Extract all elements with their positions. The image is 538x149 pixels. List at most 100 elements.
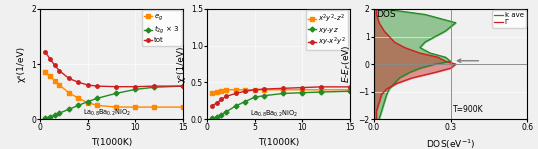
$x^2y^2$-$z^2$ [251,89,258,91]
k ave [432,63,438,65]
Γ [386,36,392,37]
$x^2y^2$-$z^2$ [318,89,324,91]
k ave [381,8,387,10]
Y-axis label: χˢ(1/eV): χˢ(1/eV) [17,46,26,82]
$e_g$ [42,72,48,73]
$e_g$ [94,105,101,106]
$e_g$ [47,75,53,77]
k ave [442,56,449,58]
k ave [376,118,382,120]
$xy$-$yz$ [261,95,267,97]
Y-axis label: $E$-$E_F$(eV): $E$-$E_F$(eV) [341,45,353,83]
$xy$-$yz$ [346,90,353,92]
$t_{2g}$ × 3 [151,86,158,88]
$e_g$ [113,106,119,108]
Legend: k ave, Γ: k ave, Γ [492,10,526,28]
Γ [373,14,380,15]
tot [180,85,186,87]
$xy$-$x^2y^2$ [280,87,286,89]
Γ [376,22,382,24]
Γ [409,77,415,79]
$xy$-$yz$ [209,118,215,119]
k ave [396,77,402,79]
$t_{2g}$ × 3 [56,112,62,114]
k ave [378,110,385,112]
$x^2y^2$-$z^2$ [280,89,286,91]
X-axis label: T(1000K): T(1000K) [91,138,132,147]
$t_{2g}$ × 3 [84,101,91,103]
$e_g$ [151,106,158,108]
$x^2y^2$-$z^2$ [261,89,267,91]
Line: $xy$-$yz$: $xy$-$yz$ [210,90,351,120]
tot [42,51,48,53]
$e_g$ [132,106,139,108]
Γ [373,8,380,10]
k ave [452,22,459,24]
Text: DOS: DOS [377,10,396,19]
Line: Γ: Γ [377,9,456,119]
$xy$-$yz$ [299,92,306,94]
tot [151,85,158,87]
Γ [432,71,438,73]
$xy$-$x^2y^2$ [242,90,249,92]
tot [132,86,139,88]
$xy$-$x^2y^2$ [232,93,239,94]
$xy$-$yz$ [218,114,225,116]
$x^2y^2$-$z^2$ [214,91,220,93]
k ave [447,60,454,62]
$x^2y^2$-$z^2$ [232,89,239,91]
tot [56,70,62,72]
Γ [435,56,441,58]
Γ [391,41,398,43]
Γ [376,102,382,104]
k ave [391,83,398,84]
Text: T=900K: T=900K [453,105,484,114]
k ave [384,94,390,95]
$t_{2g}$ × 3 [47,116,53,118]
$xy$-$x^2y^2$ [223,96,229,97]
Line: tot: tot [44,50,185,88]
$xy$-$yz$ [280,93,286,94]
$x^2y^2$-$z^2$ [299,89,306,91]
Line: $t_{2g}$ × 3: $t_{2g}$ × 3 [44,84,185,120]
Γ [442,60,449,62]
k ave [422,14,428,15]
k ave [386,88,392,90]
Legend: $e_g$, $t_{2g}$ × 3, tot: $e_g$, $t_{2g}$ × 3, tot [141,10,181,46]
Γ [394,83,400,84]
Γ [447,67,454,69]
Γ [416,52,423,54]
$xy$-$x^2y^2$ [214,102,220,104]
tot [47,58,53,59]
$xy$-$x^2y^2$ [261,88,267,90]
$xy$-$x^2y^2$ [318,86,324,88]
$t_{2g}$ × 3 [180,85,186,87]
Γ [378,94,385,95]
Text: La$_{0.8}$Ba$_{0.2}$NiO$_2$: La$_{0.8}$Ba$_{0.2}$NiO$_2$ [250,109,298,119]
Line: $x^2y^2$-$z^2$: $x^2y^2$-$z^2$ [210,88,351,94]
k ave [432,36,438,37]
k ave [442,30,449,32]
Γ [452,63,459,65]
X-axis label: T(1000K): T(1000K) [258,138,299,147]
k ave [407,71,413,73]
Γ [384,88,390,90]
$xy$-$x^2y^2$ [251,89,258,91]
$e_g$ [56,84,62,86]
$xy$-$x^2y^2$ [209,105,215,107]
tot [52,64,58,66]
k ave [416,47,423,48]
Y-axis label: χᵒ(1/eV): χᵒ(1/eV) [176,46,185,82]
Text: La$_{0.8}$Ba$_{0.2}$NiO$_2$: La$_{0.8}$Ba$_{0.2}$NiO$_2$ [83,108,131,118]
$xy$-$yz$ [251,96,258,98]
$e_g$ [66,92,72,94]
X-axis label: DOS(eV$^{-1}$): DOS(eV$^{-1}$) [426,138,475,149]
tot [84,84,91,86]
Line: $xy$-$x^2y^2$: $xy$-$x^2y^2$ [210,85,351,108]
$xy$-$yz$ [232,105,239,107]
$x^2y^2$-$z^2$ [346,89,353,91]
$e_g$ [84,102,91,104]
$t_{2g}$ × 3 [66,108,72,110]
k ave [381,102,387,104]
$e_g$ [52,80,58,82]
